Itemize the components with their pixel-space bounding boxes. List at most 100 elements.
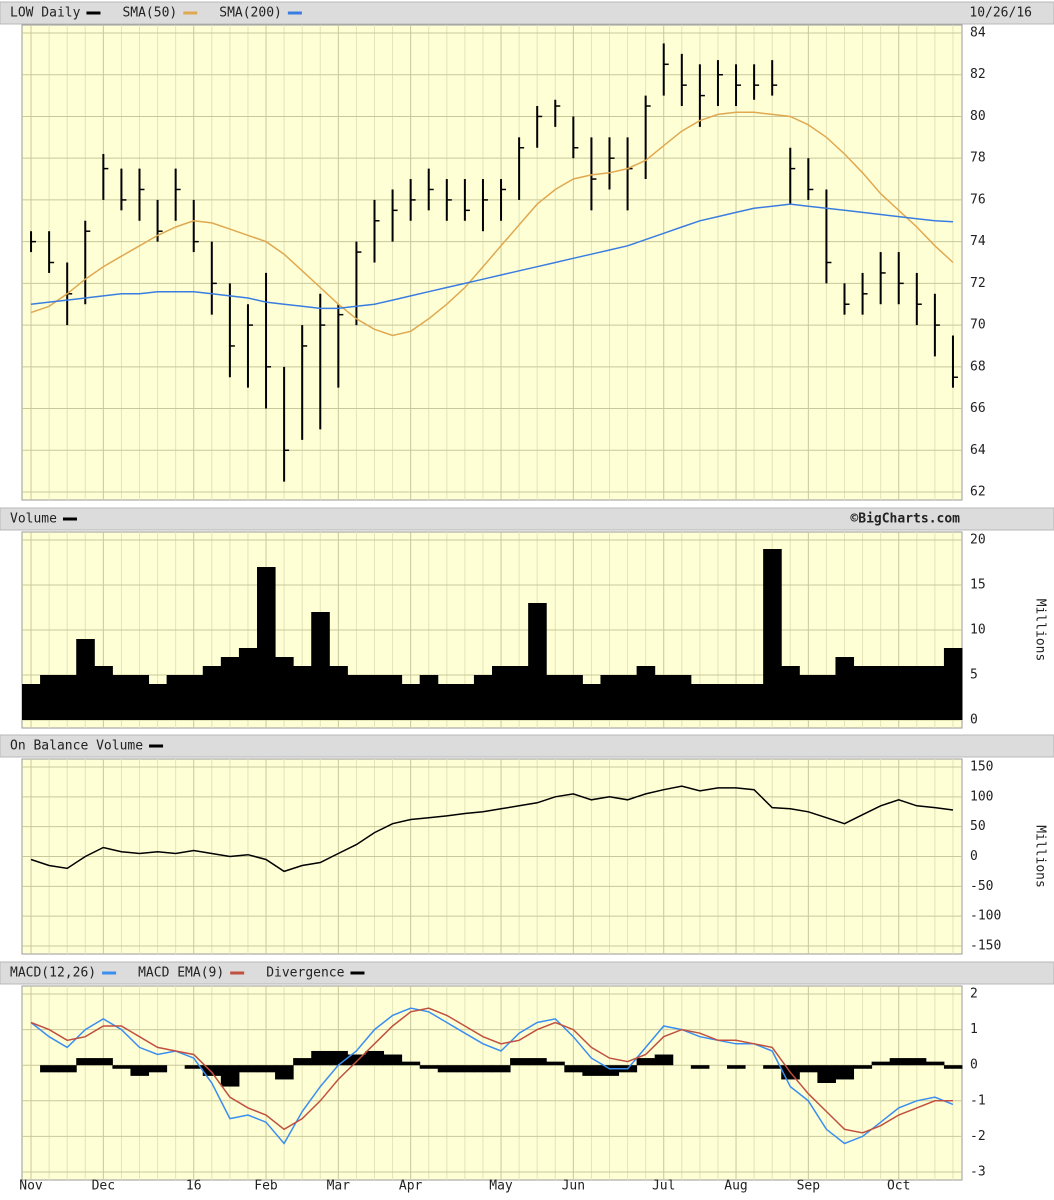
panel-header [0,507,1054,531]
bar [347,1054,366,1066]
bar [94,666,113,720]
series-line [30,1007,953,1134]
panel-header [0,734,1054,758]
y-tick-label: 0 [970,849,978,864]
bar [311,612,330,720]
x-tick-label: Oct [887,1179,910,1194]
bar [654,675,674,720]
bar [654,1054,674,1066]
bar [275,1065,294,1080]
bar [238,648,258,720]
bar [365,675,385,720]
y-tick-label: -3 [970,1165,986,1180]
bar [166,675,186,720]
bar [582,1065,601,1076]
bar [311,1050,330,1066]
y-axis-label: Millions [1033,825,1048,888]
y-tick-label: -1 [970,1093,986,1108]
y-tick-label: 1 [970,1022,978,1037]
bar [437,684,457,720]
bar [889,1058,909,1066]
bar [817,1065,836,1083]
bar [365,1050,385,1066]
y-tick-label: -50 [970,879,993,894]
x-tick-label: Feb [254,1179,278,1194]
bar [202,1065,222,1076]
x-tick-label: Apr [399,1179,423,1194]
bar [835,1065,855,1080]
bar [76,639,95,720]
series-line [30,203,954,310]
bar [40,675,59,720]
x-tick-label: Dec [92,1179,115,1194]
bar [455,684,475,720]
y-tick-label: 70 [970,318,986,333]
bar [582,684,601,720]
bar [690,684,710,720]
panel-header [0,961,1054,985]
bar [600,1065,620,1076]
y-tick-label: 64 [970,443,986,458]
bar [943,1065,963,1069]
plot-area [21,985,963,1181]
bar [329,666,348,720]
bar [925,666,945,720]
y-tick-label: 82 [970,67,986,82]
legend-label: Divergence [266,966,344,981]
bar [727,684,746,720]
bar [220,657,240,720]
bar [148,684,168,720]
bar [473,675,493,720]
bar [510,1058,529,1066]
bar [419,675,439,720]
x-tick-label: 16 [186,1179,202,1194]
legend-label: SMA(200) [219,6,282,21]
bar [112,1065,131,1069]
y-tick-label: 66 [970,401,986,416]
bar [853,1065,873,1069]
bar [871,666,891,720]
legend-label: LOW Daily [10,6,81,21]
bar [672,675,692,720]
bar [871,1061,891,1066]
x-tick-label: Aug [724,1179,747,1194]
y-tick-label: 80 [970,109,986,124]
y-tick-label: 78 [970,151,986,166]
bar [202,666,222,720]
bar [112,675,131,720]
bar [907,1058,927,1066]
panel-header [0,1,1054,25]
bar [383,675,403,720]
y-tick-label: 15 [970,578,986,593]
bar [528,603,547,720]
x-tick-label: Jun [562,1179,585,1194]
bar [564,1065,583,1073]
bar [799,675,818,720]
bar [853,666,873,720]
y-tick-label: 5 [970,668,978,683]
bar [528,1058,547,1066]
bar [76,1058,95,1066]
y-tick-label: 2 [970,987,978,1002]
bar [419,1065,439,1069]
bar [220,1065,240,1087]
bar [347,675,366,720]
y-tick-label: 84 [970,26,986,41]
bar [130,1065,150,1076]
y-axis-label: Millions [1033,599,1048,662]
y-tick-label: -2 [970,1129,986,1144]
y-tick-label: -100 [970,909,1001,924]
y-tick-label: 150 [970,760,993,775]
bar [22,684,41,720]
bar [708,684,728,720]
bar [546,1061,565,1066]
bar [763,1065,782,1069]
y-tick-label: 74 [970,234,986,249]
bar [130,675,150,720]
legend-label: MACD EMA(9) [138,966,224,981]
legend-label: On Balance Volume [10,739,143,754]
series-line [30,785,954,873]
bar [58,1065,77,1073]
x-tick-label: Mar [327,1179,351,1194]
